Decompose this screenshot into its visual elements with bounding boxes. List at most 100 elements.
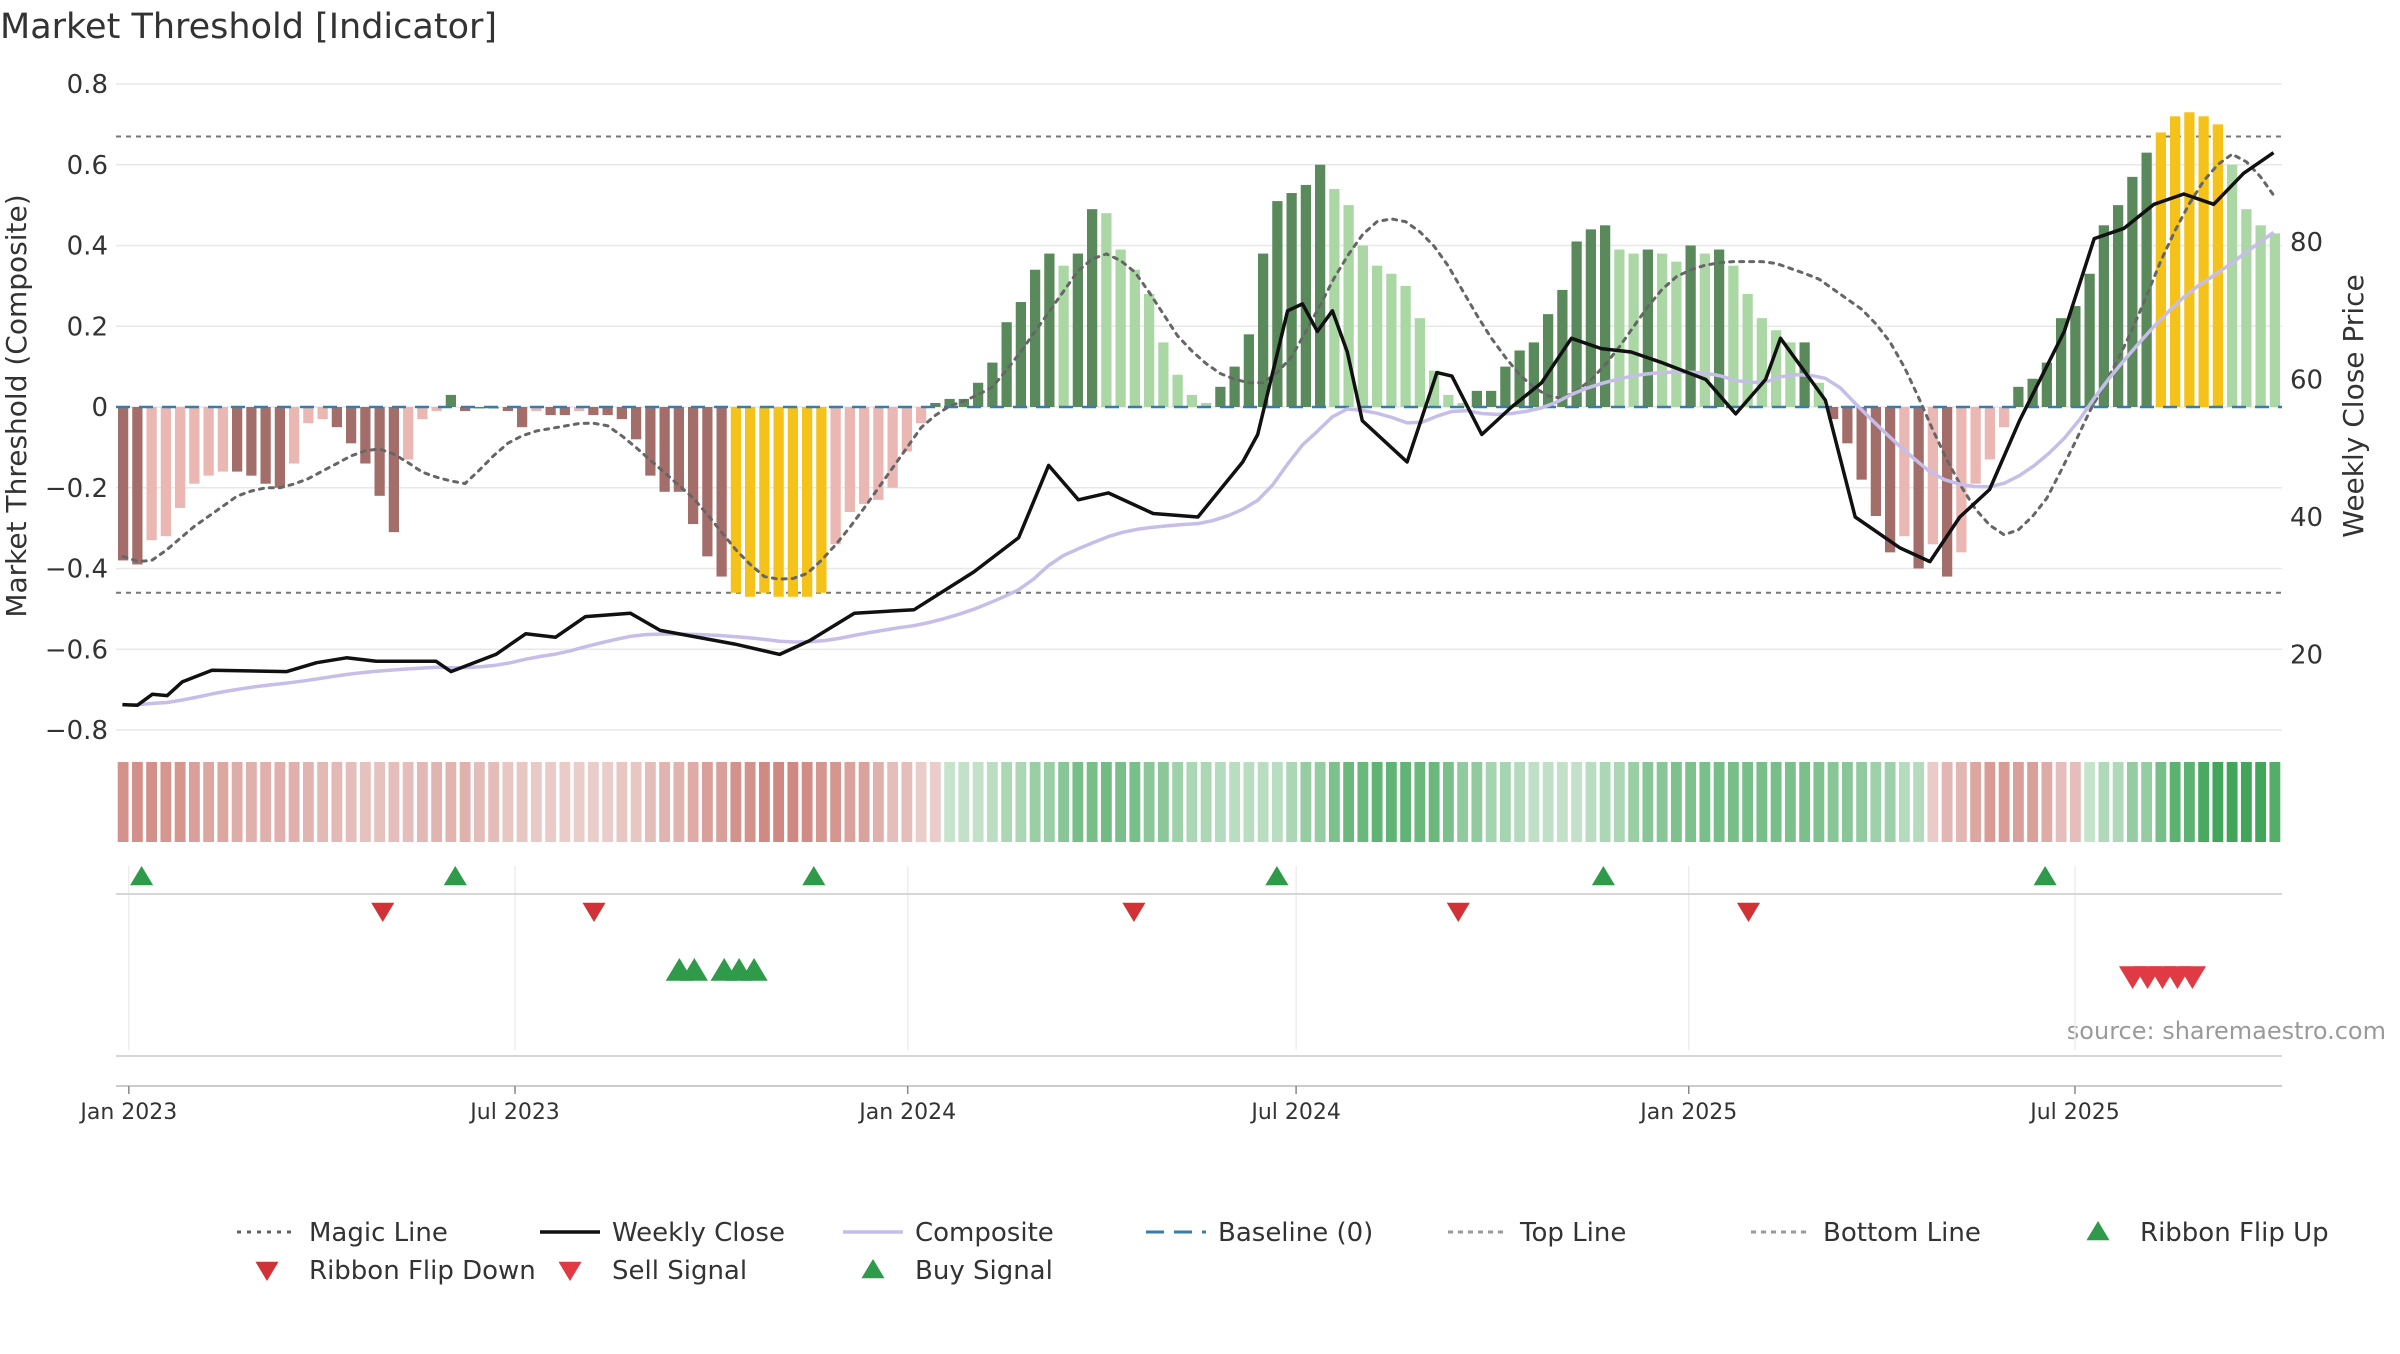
composite-bar <box>246 407 257 476</box>
ribbon-flip-down-marker <box>1736 902 1761 922</box>
ribbon-cell <box>2012 762 2024 842</box>
composite-bar <box>231 407 243 472</box>
y2-tick-label: 80 <box>2290 228 2323 258</box>
composite-bar <box>1158 342 1169 407</box>
ribbon-cell <box>1200 762 1212 842</box>
ribbon-cell <box>815 762 827 842</box>
legend-label: Ribbon Flip Down <box>309 1256 536 1286</box>
y2-tick-label: 20 <box>2290 640 2323 670</box>
composite-bar <box>1557 289 1568 407</box>
composite-bar <box>1628 253 1639 407</box>
composite-bar <box>1029 269 1041 407</box>
ribbon-cell <box>2084 762 2096 842</box>
composite-bar <box>2226 164 2238 407</box>
composite-bar <box>1913 407 1924 569</box>
composite-bar <box>773 407 784 597</box>
ribbon-cell <box>1286 762 1298 842</box>
composite-bar <box>274 407 286 488</box>
legend-item: Sell Signal <box>558 1256 747 1286</box>
ribbon-cell <box>1442 762 1454 842</box>
composite-bar <box>189 407 200 484</box>
ribbon-cell <box>431 762 443 842</box>
ribbon-cell <box>716 762 728 842</box>
ribbon-cell <box>1471 762 1483 842</box>
ribbon-flip-down-marker <box>1446 902 1470 922</box>
ribbon-cell <box>459 762 471 842</box>
x-tick-label: Jul 2025 <box>2028 1100 2120 1125</box>
ribbon-cell <box>2240 762 2252 842</box>
y-tick-label: −0.4 <box>45 555 108 585</box>
ribbon-cell <box>1955 762 1967 842</box>
ribbon-cell <box>1528 762 1540 842</box>
ribbon-cell <box>2269 762 2281 842</box>
composite-bar <box>958 398 970 407</box>
composite-bar <box>1956 407 1967 553</box>
source-label: source: sharemaestro.com <box>2067 1017 2386 1045</box>
composite-bar <box>431 407 442 412</box>
weekly-close-line <box>122 151 2275 708</box>
composite-bar <box>602 407 613 416</box>
composite-bar <box>1585 229 1597 407</box>
composite-bar <box>417 407 428 420</box>
ribbon-cell <box>1400 762 1412 842</box>
composite-bar <box>1842 407 1853 444</box>
x-tick-label: Jul 2023 <box>468 1100 560 1125</box>
ribbon-cell <box>545 762 557 842</box>
composite-bar <box>374 407 385 496</box>
ribbon-cell <box>1799 762 1811 842</box>
ribbon-cell <box>416 762 428 842</box>
ribbon-flip-up-marker <box>802 866 826 886</box>
ribbon-cell <box>1770 762 1782 842</box>
ribbon-cell <box>1157 762 1169 842</box>
composite-bar <box>1329 188 1340 407</box>
ribbon-cell <box>1186 762 1198 842</box>
composite-bar <box>1172 374 1183 407</box>
ribbon-cell <box>117 762 129 842</box>
ribbon-cell <box>1685 762 1697 842</box>
composite-bar <box>288 407 300 464</box>
ribbon-flip-down-marker <box>1122 902 1146 922</box>
composite-bar <box>1970 407 1981 484</box>
ribbon-cell <box>2126 762 2138 842</box>
composite-bar <box>2141 152 2152 407</box>
ribbon-cell <box>630 762 642 842</box>
composite-bar <box>1058 265 1069 407</box>
composite-bars <box>117 112 2281 597</box>
ribbon-cell <box>146 762 158 842</box>
composite-line <box>122 230 2275 707</box>
ribbon-cell <box>1884 762 1896 842</box>
legend-label: Composite <box>915 1218 1054 1248</box>
ribbon-cell <box>188 762 200 842</box>
composite-bar <box>174 407 186 508</box>
legend-item: Ribbon Flip Up <box>2086 1218 2329 1248</box>
composite-bar <box>1286 193 1297 407</box>
composite-bar <box>345 407 357 444</box>
ribbon-cell <box>1357 762 1369 842</box>
ribbon-cell <box>1001 762 1013 842</box>
composite-bar <box>217 407 229 472</box>
ribbon-cell <box>1514 762 1526 842</box>
composite-bar <box>1941 407 1953 577</box>
y-axis-label: Market Threshold (Composite) <box>0 194 33 617</box>
composite-bar <box>1371 265 1383 407</box>
composite-bar <box>331 407 343 428</box>
composite-bar <box>1300 184 1312 407</box>
composite-bar <box>132 407 143 565</box>
ribbon-cell <box>587 762 599 842</box>
composite-bar <box>459 407 471 412</box>
ribbon-cell <box>944 762 956 842</box>
composite-bar <box>2255 225 2266 407</box>
composite-bar <box>317 407 328 420</box>
composite-bar <box>1101 213 1112 407</box>
composite-bar <box>1086 209 1098 407</box>
y-tick-label: −0.8 <box>45 716 108 746</box>
ribbon-cell <box>1172 762 1184 842</box>
ribbon-cell <box>402 762 414 842</box>
composite-bar <box>1044 253 1055 407</box>
ribbon-cell <box>445 762 457 842</box>
ribbon-flip-up-marker <box>130 866 154 886</box>
composite-bar <box>630 407 642 440</box>
composite-bar <box>1656 253 1668 407</box>
ribbon-cell <box>1827 762 1839 842</box>
ribbon-cell <box>274 762 286 842</box>
